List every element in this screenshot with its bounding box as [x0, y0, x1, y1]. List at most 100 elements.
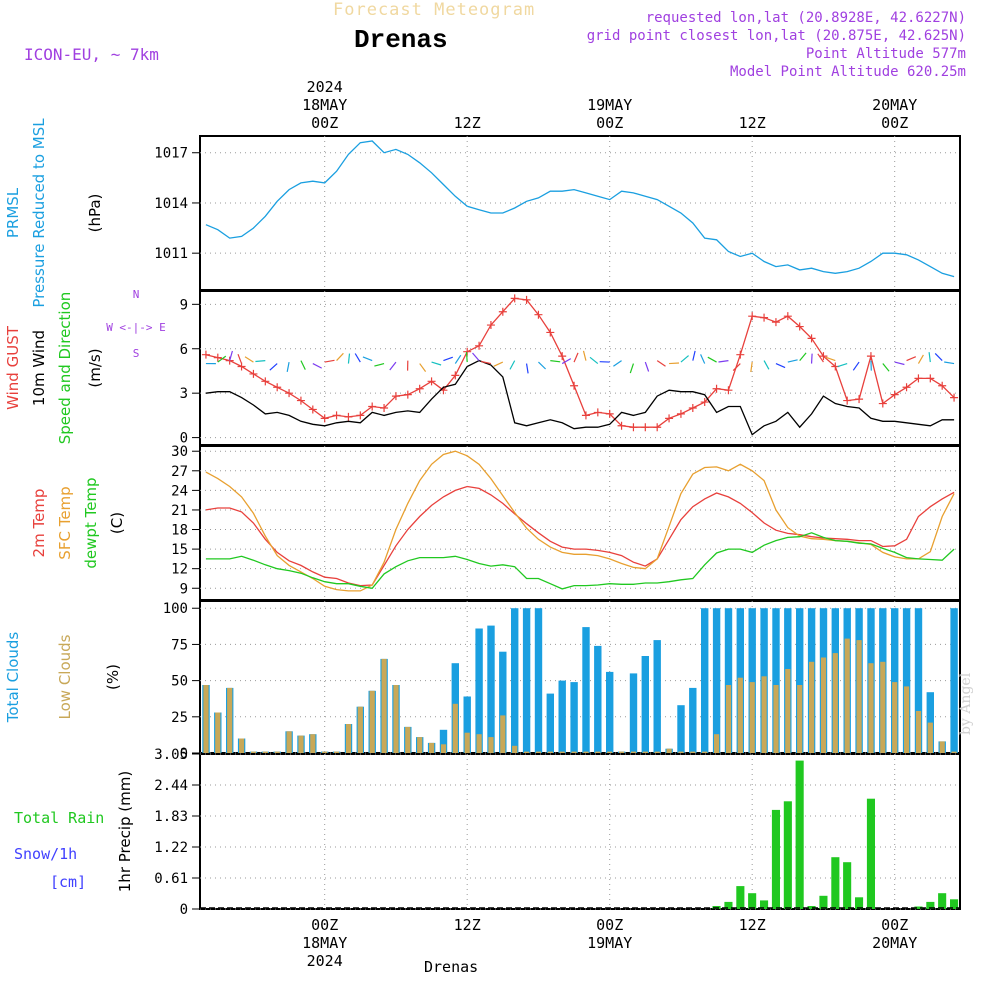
wind-arrow [669, 362, 680, 365]
bottom-time-label: 00Z [311, 916, 338, 934]
total-cloud-bar [594, 645, 602, 753]
precipitation-ytick-label: 1.83 [154, 809, 188, 825]
compass-north: N [133, 288, 140, 301]
pressure-frame [199, 135, 961, 291]
low-cloud-bar [452, 703, 458, 753]
wind-arrow [934, 352, 943, 362]
low-cloud-bar [357, 706, 363, 753]
gust-marker [866, 352, 875, 361]
gust-marker [700, 398, 709, 407]
gust-marker [736, 350, 745, 359]
gust-marker [629, 423, 638, 432]
gust-marker [926, 374, 935, 383]
rain-bar [748, 893, 757, 909]
top-time-label: 12Z [739, 114, 766, 132]
low-cloud-bar [915, 711, 922, 753]
wind-arrow [629, 363, 635, 374]
clouds-axis-label: (%) [104, 664, 122, 690]
series-dewpt-temp [205, 532, 955, 590]
grid-point: grid point closest lon,lat (20.875E, 42.… [586, 28, 966, 44]
point-altitude: Point Altitude 577m [805, 46, 966, 62]
temperature-ytick-label: 21 [171, 503, 188, 519]
series-wind-gust [205, 297, 955, 428]
wind-arrow [237, 353, 243, 364]
wind-arrow [852, 361, 860, 371]
wind-arrow [837, 362, 848, 368]
total-cloud-bar [712, 608, 721, 753]
low-cloud-bar [310, 734, 316, 753]
temperature-axis-label: (C) [108, 512, 126, 534]
gust-marker [581, 411, 590, 420]
gust-marker [914, 374, 923, 383]
gust-marker [558, 352, 567, 361]
low-cloud-bar [892, 682, 898, 753]
total-cloud-bar [629, 673, 638, 753]
wind-arrow [389, 361, 397, 371]
gust-marker [878, 399, 887, 408]
wind-arrow [525, 363, 529, 374]
panel-precipitation: 0 0.61 1.22 1.83 2.44 3.05 1hr Precip (mm) Tota… [14, 747, 961, 918]
gust-marker [617, 421, 626, 430]
low-cloud-bar [250, 751, 257, 753]
temperature-axis-label: 2m Temp [30, 489, 48, 558]
precip-legend-line: [cm] [50, 873, 86, 891]
wind-frame [199, 290, 961, 446]
gust-marker [498, 307, 507, 316]
panel-clouds: 0 25 50 75 100 Total Clouds Low Clouds (%) [4, 600, 961, 762]
total-cloud-bar [724, 608, 733, 753]
rain-bar [843, 862, 852, 909]
low-cloud-bar [880, 661, 886, 753]
gust-marker [783, 312, 792, 321]
rain-bar [926, 901, 935, 909]
gust-marker [570, 381, 579, 390]
wind-arrow [589, 356, 599, 365]
wind-arrow [269, 363, 278, 371]
rain-bar [807, 906, 816, 909]
top-time-label: 19MAY [587, 96, 632, 114]
low-cloud-bar [702, 751, 708, 753]
rain-bar [736, 886, 745, 909]
top-time-label: 12Z [454, 114, 481, 132]
total-cloud-bar [891, 608, 899, 753]
gust-marker [261, 377, 270, 386]
panel-wind: 0 3 6 9 Wind GUST 10m Wind Speed and Direction… [4, 288, 961, 447]
low-cloud-bar [298, 735, 304, 753]
wind-axis-label: Wind GUST [4, 325, 22, 410]
total-cloud-bar [950, 608, 958, 753]
gust-marker [855, 395, 864, 404]
low-cloud-bar [500, 715, 506, 753]
low-cloud-bar [286, 731, 292, 753]
gust-marker [676, 409, 685, 418]
temperature-axis-label: SFC Temp [56, 486, 74, 559]
wind-arrow [775, 363, 786, 369]
total-cloud-bar [689, 687, 697, 753]
low-cloud-bar [559, 751, 565, 753]
temperature-frame [199, 445, 961, 601]
low-cloud-bar [630, 751, 637, 753]
pressure-axis-label: (hPa) [86, 194, 104, 233]
bottom-time-label: 2024 [307, 952, 343, 970]
temperature-ytick-label: 12 [171, 562, 188, 578]
total-cloud-bar [546, 693, 554, 753]
wind-arrow [538, 361, 547, 370]
wind-arrow [732, 363, 741, 372]
panel-pressure: 1011 1014 1017 PRMSL Pressure Reduced to MSL… [4, 118, 961, 308]
gust-marker [653, 423, 662, 432]
wind-axis-label: Speed and Direction [56, 292, 74, 445]
precipitation-ytick-label: 2.44 [154, 778, 188, 794]
precipitation-ytick-label: 0 [180, 902, 188, 918]
rain-bar [783, 801, 792, 909]
wind-arrow [944, 361, 955, 365]
gust-marker [356, 411, 365, 420]
gust-marker [201, 350, 210, 359]
pressure-axis-label: PRMSL [4, 187, 22, 238]
wind-arrow [810, 353, 813, 364]
total-cloud-bar [772, 608, 780, 753]
total-cloud-bar [641, 656, 649, 753]
clouds-axis-label: Total Clouds [4, 632, 22, 724]
wind-arrow [324, 359, 335, 363]
gust-marker [605, 409, 614, 418]
total-cloud-bar [522, 608, 531, 753]
rain-bar [819, 895, 828, 909]
low-cloud-bar [939, 741, 945, 753]
